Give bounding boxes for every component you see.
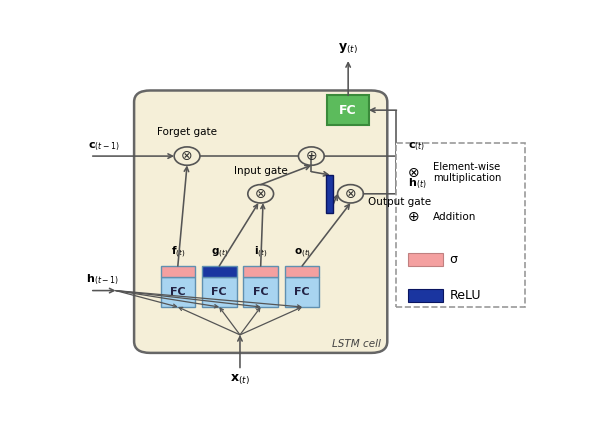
Text: LSTM cell: LSTM cell	[331, 339, 380, 349]
Text: $\mathbf{h}_{(t-1)}$: $\mathbf{h}_{(t-1)}$	[86, 273, 119, 287]
Text: FC: FC	[211, 287, 227, 297]
FancyBboxPatch shape	[327, 95, 369, 125]
Text: $\mathbf{f}$$_{(t)}$: $\mathbf{f}$$_{(t)}$	[170, 245, 185, 260]
FancyBboxPatch shape	[134, 90, 387, 353]
Text: ⊕: ⊕	[305, 149, 317, 163]
Text: $\mathbf{c}_{(t-1)}$: $\mathbf{c}_{(t-1)}$	[88, 141, 120, 153]
Text: ReLU: ReLU	[450, 289, 481, 302]
Text: $\mathbf{c}_{(t)}$: $\mathbf{c}_{(t)}$	[408, 141, 425, 153]
Bar	[408, 289, 443, 302]
FancyBboxPatch shape	[160, 277, 195, 307]
FancyBboxPatch shape	[285, 266, 320, 277]
FancyBboxPatch shape	[285, 277, 320, 307]
Text: ⊗: ⊗	[345, 187, 356, 201]
FancyBboxPatch shape	[202, 277, 236, 307]
Text: Output gate: Output gate	[368, 197, 431, 207]
Text: $\mathbf{h}_{(t)}$: $\mathbf{h}_{(t)}$	[408, 176, 426, 190]
Text: Forget gate: Forget gate	[157, 127, 217, 137]
Text: $\mathbf{i}$$_{(t)}$: $\mathbf{i}$$_{(t)}$	[254, 245, 267, 260]
Text: Input gate: Input gate	[234, 167, 287, 176]
Text: FC: FC	[339, 104, 357, 117]
Bar	[326, 175, 333, 213]
FancyBboxPatch shape	[160, 266, 195, 277]
Text: Addition: Addition	[434, 212, 477, 222]
Text: Element-wise
multiplication: Element-wise multiplication	[434, 162, 502, 183]
Text: ⊗: ⊗	[181, 149, 193, 163]
FancyBboxPatch shape	[397, 143, 526, 307]
Text: ⊕: ⊕	[408, 210, 419, 224]
Text: FC: FC	[294, 287, 310, 297]
Text: $\mathbf{g}$$_{(t)}$: $\mathbf{g}$$_{(t)}$	[210, 247, 228, 260]
FancyBboxPatch shape	[244, 266, 278, 277]
Bar	[408, 253, 443, 266]
FancyBboxPatch shape	[202, 266, 236, 277]
Text: FC: FC	[170, 287, 186, 297]
Text: ⊗: ⊗	[408, 165, 419, 179]
Text: $\mathbf{x}_{(t)}$: $\mathbf{x}_{(t)}$	[230, 373, 250, 387]
Text: FC: FC	[253, 287, 268, 297]
Text: σ: σ	[450, 253, 457, 266]
FancyBboxPatch shape	[244, 277, 278, 307]
Text: $\mathbf{o}$$_{(t)}$: $\mathbf{o}$$_{(t)}$	[293, 247, 311, 260]
Text: ⊗: ⊗	[255, 187, 267, 201]
Text: $\mathbf{y}_{(t)}$: $\mathbf{y}_{(t)}$	[338, 42, 358, 56]
